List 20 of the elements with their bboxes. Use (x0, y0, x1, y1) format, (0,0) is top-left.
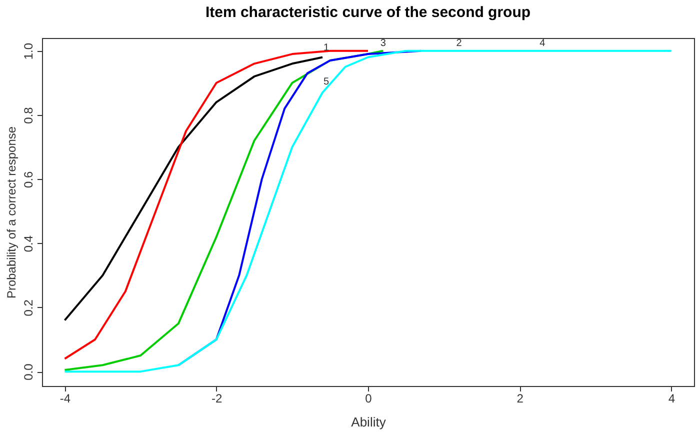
y-tick-label: 0.6 (22, 170, 36, 188)
annotation: 4 (540, 38, 546, 49)
x-tick-label: 4 (668, 392, 676, 406)
y-tick-label: 0.4 (22, 235, 36, 252)
y-tick-label: 0.2 (22, 299, 36, 316)
annotation: 3 (380, 38, 386, 49)
y-tick-label: 0.8 (22, 106, 36, 124)
y-tick-label: 0.0 (22, 363, 36, 380)
x-axis-title: Ability (351, 414, 386, 430)
x-tick-label: -2 (212, 392, 223, 406)
y-tick-label: 1.0 (22, 42, 36, 60)
chart-title: Item characteristic curve of the second group (205, 4, 531, 21)
x-tick-label: 0 (365, 392, 372, 406)
x-tick-label: -4 (60, 392, 71, 406)
line-series (64, 50, 672, 373)
line-series (64, 56, 324, 322)
x-tick-label: 2 (516, 392, 524, 406)
annotation: 5 (324, 76, 330, 88)
annotation: 2 (456, 38, 462, 49)
y-axis-title: Probability of a correct response (4, 126, 18, 299)
